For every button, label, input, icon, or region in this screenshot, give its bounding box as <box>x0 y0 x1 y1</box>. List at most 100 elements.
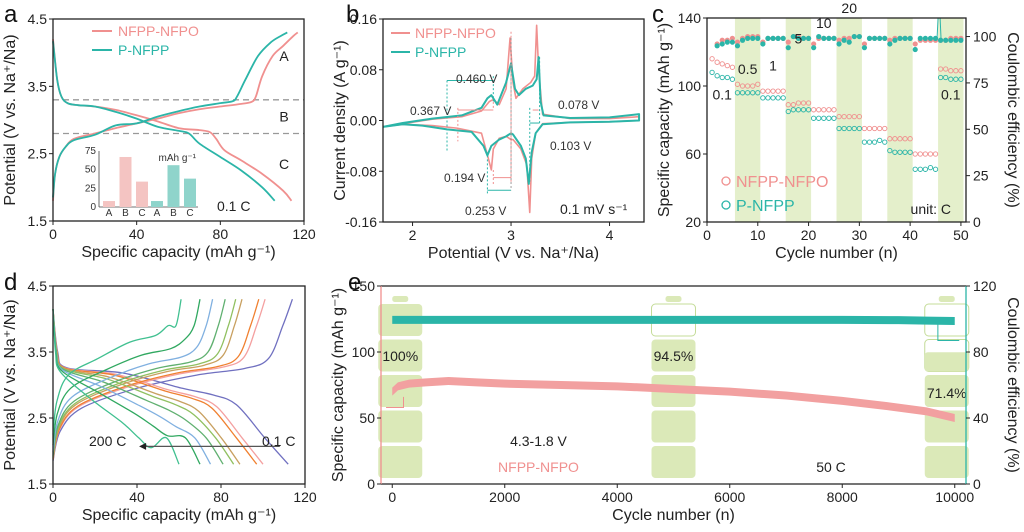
capacity-point-nfpp-nfpo <box>729 64 736 70</box>
discharge-curve-200c <box>52 309 180 465</box>
inset-x-tick: A <box>106 208 113 219</box>
capacity-point-nfpp-nfpo <box>765 88 771 94</box>
ce-point-p-nfpp <box>719 41 725 47</box>
ce-point-p-nfpp <box>816 33 822 40</box>
capacity-point-nfpp-nfpo <box>932 151 939 157</box>
ce-point-p-nfpp <box>948 37 954 43</box>
x-tick-label: 8000 <box>827 489 858 505</box>
capacity-point-nfpp-nfpo <box>826 107 832 113</box>
capacity-point-p-nfpp <box>775 95 781 101</box>
x-tick-label: 80 <box>213 489 229 505</box>
y-axis-label: Specific capacity (mAh g⁻¹) <box>330 288 347 482</box>
y-tick-label: 0.00 <box>350 113 377 129</box>
capacity-point-p-nfpp <box>897 149 903 155</box>
panel-letter: e <box>348 269 361 296</box>
capacity-point-nfpp-nfpo <box>714 59 720 65</box>
legend-label: NFPP-NFPO <box>118 23 199 39</box>
x-tick-label: 40 <box>129 489 145 505</box>
panel-letter: a <box>4 1 18 28</box>
ce-point-p-nfpp <box>831 35 837 42</box>
region-label: A <box>279 48 289 64</box>
ce-point-p-nfpp <box>882 35 888 42</box>
capacity-point-p-nfpp <box>714 73 720 79</box>
curve-p-nfpp-discharge <box>52 41 276 202</box>
voltage-gap-annotation: 0.103 V <box>550 139 591 153</box>
ce-point-nfpp-nfpo <box>729 35 735 42</box>
ce-point-p-nfpp <box>912 46 918 53</box>
capacity-point-nfpp-nfpo <box>744 83 751 89</box>
rate-band <box>938 18 964 222</box>
ce-point-p-nfpp <box>887 41 893 47</box>
y2-tick-label: 75 <box>973 75 989 91</box>
x-tick-label: 120 <box>293 489 317 505</box>
ce-point-p-nfpp <box>866 35 873 42</box>
capacity-point-p-nfpp <box>831 115 837 121</box>
x-tick-label: 0 <box>49 489 57 505</box>
x-tick-label: 4 <box>606 227 614 243</box>
ce-point-nfpp-nfpo <box>912 41 918 47</box>
capacity-point-nfpp-nfpo <box>877 125 883 132</box>
capacity-point-p-nfpp <box>785 108 791 115</box>
capacity-point-p-nfpp <box>922 166 929 172</box>
capacity-point-nfpp-nfpo <box>958 68 964 74</box>
voltage-gap-annotation: 0.194 V <box>444 171 485 185</box>
ce-point-p-nfpp <box>795 35 802 42</box>
battery-segment <box>651 446 696 478</box>
capacity-point-nfpp-nfpo <box>836 113 842 120</box>
x-tick-label: 20 <box>801 227 817 243</box>
capacity-point-p-nfpp <box>790 107 796 113</box>
ce-point-p-nfpp <box>932 35 939 42</box>
x-tick-label: 0 <box>388 489 396 505</box>
battery-cap-icon <box>938 296 955 302</box>
y-tick-label: 50 <box>359 410 375 426</box>
rate-band <box>836 18 862 222</box>
x-axis-label: Cycle number (n) <box>612 507 735 524</box>
arrow-label-start: 0.1 C <box>262 433 295 449</box>
inset-x-tick: C <box>138 208 145 219</box>
capacity-point-nfpp-nfpo <box>937 66 944 72</box>
y-tick-label: 60 <box>685 146 701 162</box>
capacity-point-nfpp-nfpo <box>882 125 888 132</box>
ce-point-nfpp-nfpo <box>846 35 852 42</box>
inset-x-tick: C <box>186 208 193 219</box>
capacity-point-nfpp-nfpo <box>775 88 781 94</box>
ce-point-p-nfpp <box>938 37 944 43</box>
capacity-point-p-nfpp <box>927 164 934 171</box>
x-tick-label: 50 <box>953 227 969 243</box>
y-tick-label: 140 <box>678 10 702 26</box>
capacity-point-p-nfpp <box>760 95 766 101</box>
y2-tick-label: 40 <box>973 410 989 426</box>
inset-x-tick: B <box>170 208 177 219</box>
inset-y-tick: 0 <box>90 202 96 213</box>
rate-label: 0.1 <box>713 87 733 103</box>
capacity-point-nfpp-nfpo <box>760 88 766 94</box>
rate-label: 10 <box>816 15 832 31</box>
arrow-label-end: 200 C <box>89 433 126 449</box>
capacity-point-p-nfpp <box>805 107 812 113</box>
capacity-point-nfpp-nfpo <box>755 81 761 87</box>
inset-unit-label: mAh g⁻¹ <box>158 153 196 164</box>
battery-segment <box>651 410 696 443</box>
cv-curve-p-nfpp <box>382 56 641 185</box>
capacity-point-p-nfpp <box>729 76 736 82</box>
capacity-point-p-nfpp <box>765 95 771 101</box>
ce-point-p-nfpp <box>785 45 791 51</box>
charge-curve-0.1c <box>52 298 294 462</box>
y-tick-label: -0.08 <box>345 163 377 179</box>
legend-marker <box>721 176 731 186</box>
ce-point-nfpp-nfpo <box>861 41 868 47</box>
y2-tick-label: 50 <box>973 121 989 137</box>
capacity-point-nfpp-nfpo <box>841 113 847 120</box>
y-tick-label: 3.5 <box>28 344 48 360</box>
rate-label: 20 <box>841 0 857 16</box>
inset-y-tick: 25 <box>85 183 97 194</box>
arrow-head-icon <box>139 442 147 450</box>
legend-label: P-NFPP <box>118 42 169 58</box>
x-axis-label: Potential (V vs. Na⁺/Na) <box>428 245 599 262</box>
rate-label: 0.5 <box>738 61 758 77</box>
charge-curve-10c <box>52 299 237 458</box>
ce-point-p-nfpp <box>958 37 964 43</box>
ce-point-nfpp-nfpo <box>887 37 893 43</box>
charge-curve-5c <box>52 299 243 459</box>
